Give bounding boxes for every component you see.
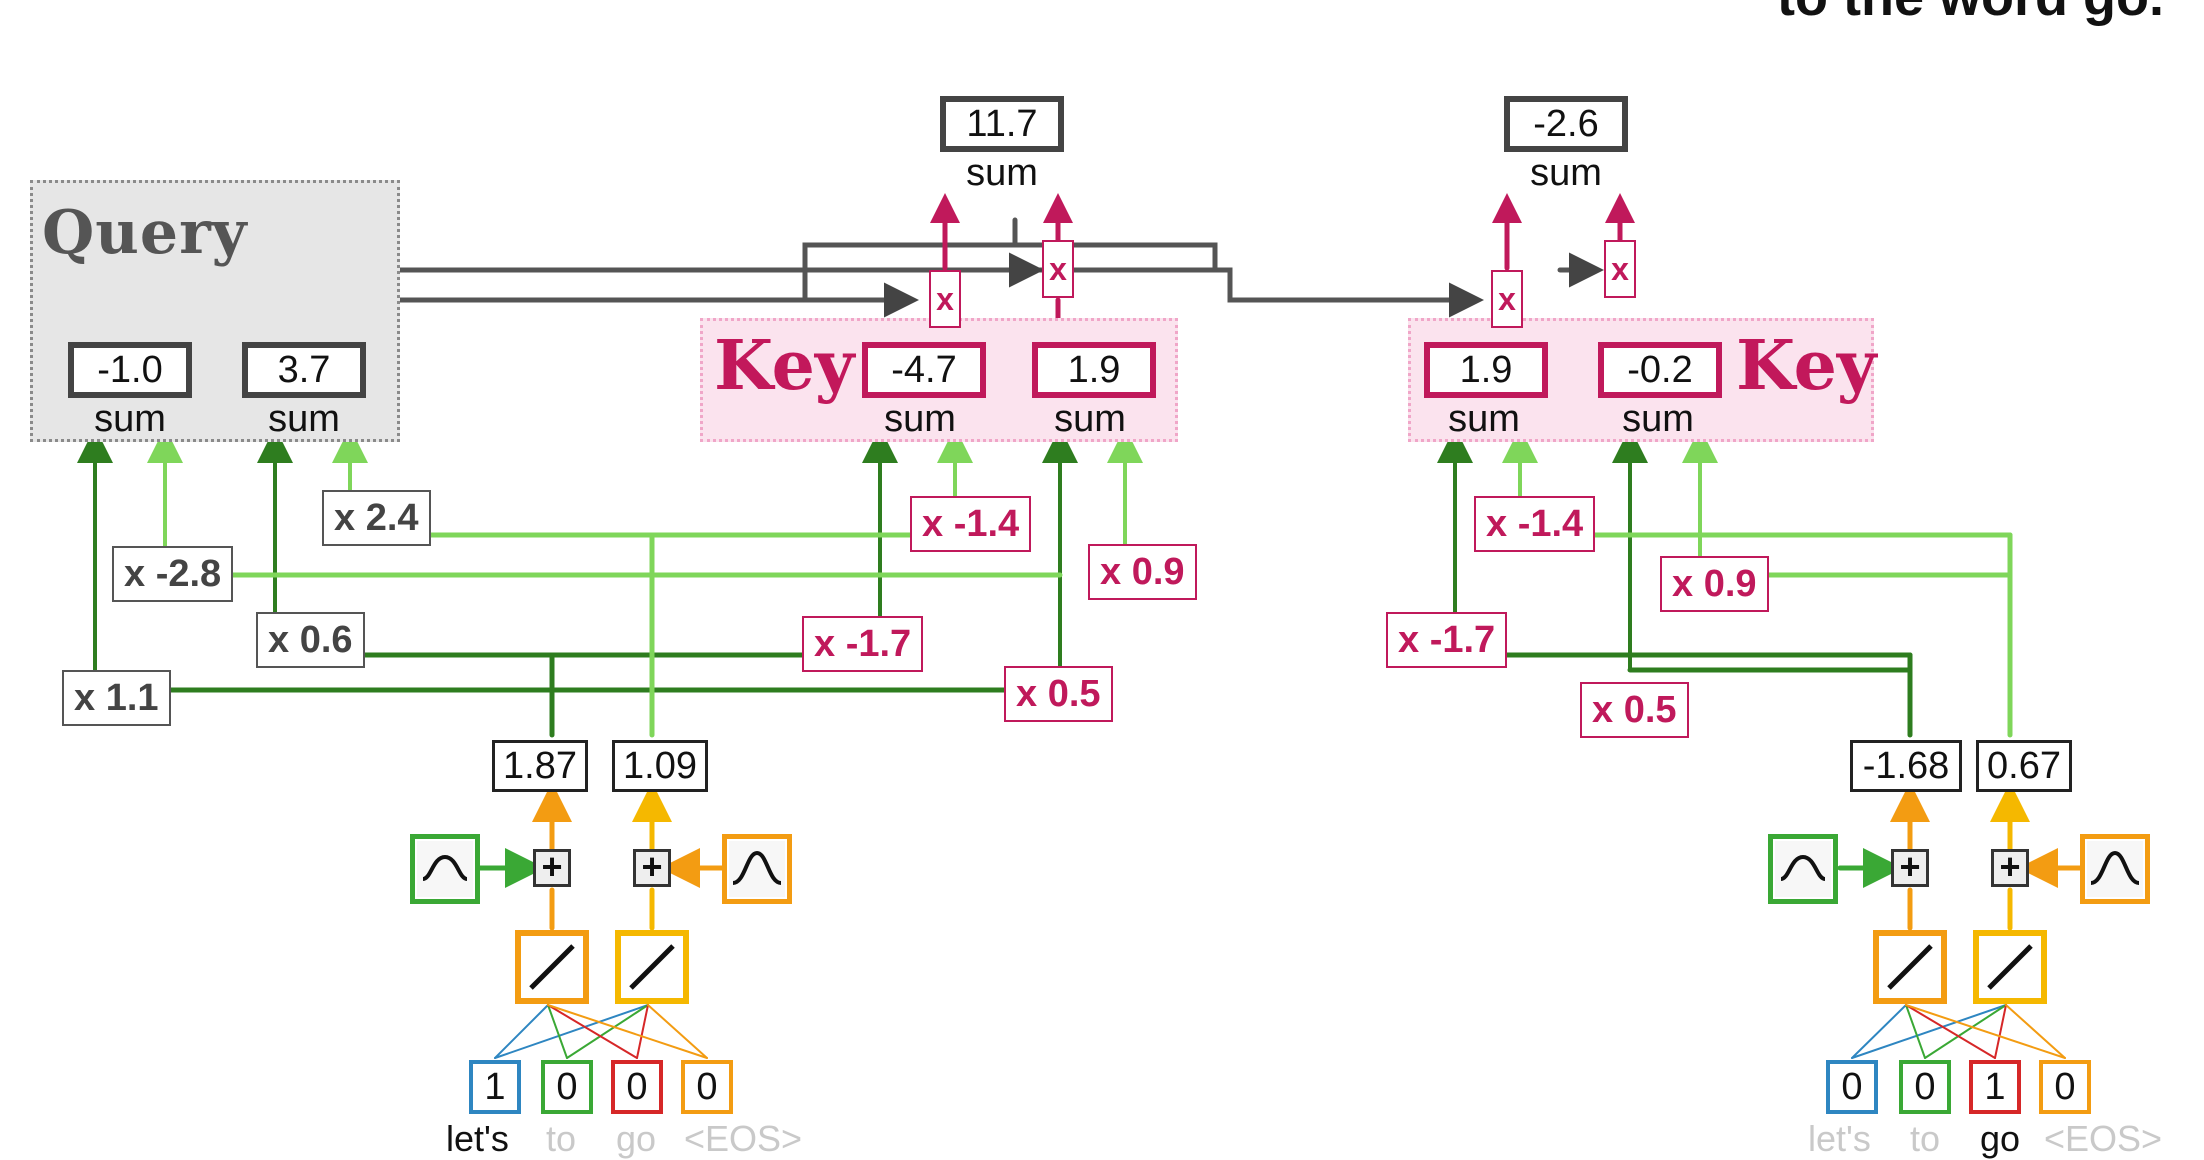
key-go-sum-label-2: sum xyxy=(1622,398,1694,440)
one-hot-go-0: 0 xyxy=(1826,1060,1878,1114)
key-lets-weight-label: x -1.4 xyxy=(910,496,1032,552)
vocab-word-go: go xyxy=(616,1118,657,1159)
key-go-weight-label: x -1.4 xyxy=(1474,496,1596,552)
query-title: Query xyxy=(42,198,248,268)
vocab-word-to: to xyxy=(1910,1118,1941,1159)
key-lets-sum-label-1: sum xyxy=(884,398,956,440)
similarity-result-go: -2.6 xyxy=(1504,96,1628,152)
vocab-word-lets: let's xyxy=(1808,1118,1871,1159)
one-hot-lets-2: 0 xyxy=(611,1060,663,1114)
cosine-wave-icon xyxy=(2080,834,2150,904)
sine-wave-icon xyxy=(410,834,480,904)
key-go-weight-label: x -1.7 xyxy=(1386,612,1508,668)
one-hot-lets-1: 0 xyxy=(541,1060,593,1114)
query-weight-label: x 1.1 xyxy=(62,670,171,726)
key-lets-weight-label: x 0.9 xyxy=(1088,544,1197,600)
linear-activation-icon xyxy=(515,930,589,1004)
vocab-word-to: to xyxy=(546,1118,577,1159)
multiply-box: x xyxy=(929,270,961,328)
key-lets-value-2: 1.9 xyxy=(1032,342,1156,398)
one-hot-go-3: 0 xyxy=(2039,1060,2091,1114)
key-go-value-2: -0.2 xyxy=(1598,342,1722,398)
key-lets-value-1: -4.7 xyxy=(862,342,986,398)
query-sum-label-1: sum xyxy=(94,398,166,440)
one-hot-lets-0: 1 xyxy=(469,1060,521,1114)
embedding-lets-value-1: 1.87 xyxy=(492,740,588,792)
plus-icon: + xyxy=(533,849,571,887)
linear-activation-icon xyxy=(615,930,689,1004)
plus-icon: + xyxy=(633,849,671,887)
vocab-word-lets: let's xyxy=(446,1118,509,1159)
one-hot-lets-3: 0 xyxy=(681,1060,733,1114)
plus-icon: + xyxy=(1991,849,2029,887)
query-value-2: 3.7 xyxy=(242,342,366,398)
query-weight-label: x 2.4 xyxy=(322,490,431,546)
similarity-sum-label-go: sum xyxy=(1530,152,1602,194)
embedding-lets-value-2: 1.09 xyxy=(612,740,708,792)
query-weight-label: x -2.8 xyxy=(112,546,234,602)
key-lets-weight-label: x -1.7 xyxy=(802,616,924,672)
key-go-weight-label: x 0.9 xyxy=(1660,556,1769,612)
one-hot-go-2: 1 xyxy=(1969,1060,2021,1114)
query-sum-label-2: sum xyxy=(268,398,340,440)
key-go-weight-label: x 0.5 xyxy=(1580,682,1689,738)
multiply-box: x xyxy=(1491,270,1523,328)
header-fragment: to the word go. xyxy=(1777,0,2164,28)
key-lets-weight-label: x 0.5 xyxy=(1004,666,1113,722)
key-title-go: Key xyxy=(1736,326,1877,406)
similarity-result-lets: 11.7 xyxy=(940,96,1064,152)
similarity-sum-label-lets: sum xyxy=(966,152,1038,194)
query-weight-label: x 0.6 xyxy=(256,612,365,668)
plus-icon: + xyxy=(1891,849,1929,887)
key-lets-sum-label-2: sum xyxy=(1054,398,1126,440)
query-panel xyxy=(30,180,400,442)
multiply-box: x xyxy=(1604,240,1636,298)
embedding-go-value-1: -1.68 xyxy=(1850,740,1962,792)
cosine-wave-icon xyxy=(722,834,792,904)
linear-activation-icon xyxy=(1973,930,2047,1004)
sine-wave-icon xyxy=(1768,834,1838,904)
query-value-1: -1.0 xyxy=(68,342,192,398)
multiply-box: x xyxy=(1042,240,1074,298)
vocab-word-eos: <EOS> xyxy=(684,1118,803,1159)
key-go-value-1: 1.9 xyxy=(1424,342,1548,398)
key-title-lets: Key xyxy=(714,326,855,406)
vocab-word-eos: <EOS> xyxy=(2044,1118,2163,1159)
vocab-word-go: go xyxy=(1980,1118,2021,1159)
embedding-go-value-2: 0.67 xyxy=(1976,740,2072,792)
key-go-sum-label-1: sum xyxy=(1448,398,1520,440)
one-hot-go-1: 0 xyxy=(1899,1060,1951,1114)
linear-activation-icon xyxy=(1873,930,1947,1004)
